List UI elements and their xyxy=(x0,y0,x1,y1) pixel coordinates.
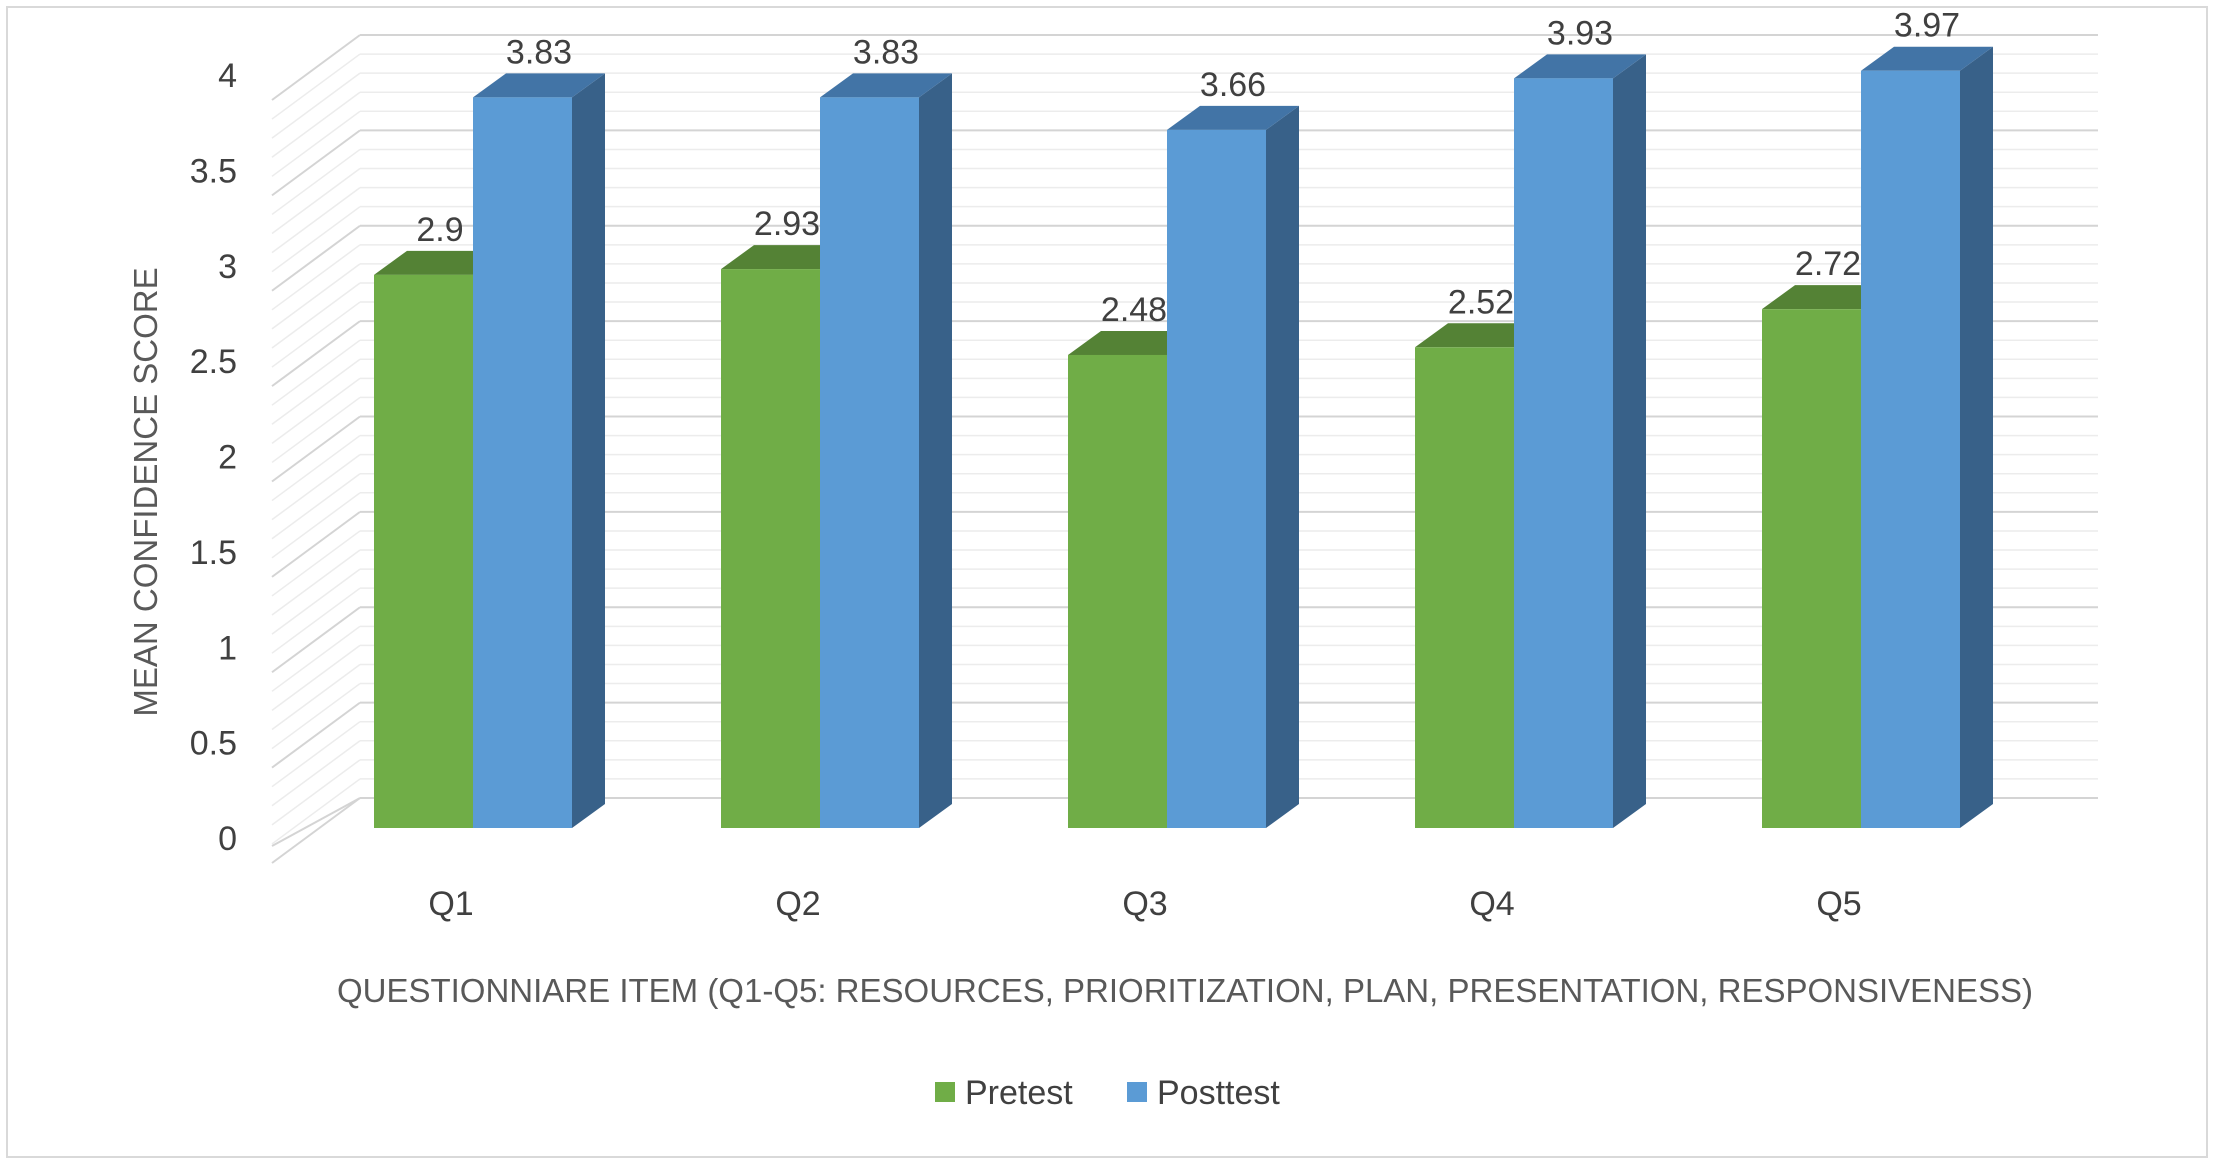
data-label: 2.52 xyxy=(1448,283,1514,321)
bar-top xyxy=(1514,54,1646,79)
bar-posttest xyxy=(1514,78,1613,829)
side-minor-gridline xyxy=(271,206,361,273)
side-minor-gridline xyxy=(271,301,361,368)
side-minor-gridline xyxy=(271,492,361,559)
side-gridline xyxy=(271,320,361,387)
side-minor-gridline xyxy=(271,53,361,120)
bar-posttest xyxy=(820,97,919,829)
bar-posttest xyxy=(1861,70,1960,828)
data-label: 3.97 xyxy=(1894,7,1960,45)
bar-top xyxy=(820,73,952,98)
x-tick-label: Q5 xyxy=(1816,885,1861,923)
side-minor-gridline xyxy=(271,721,361,788)
bar-pretest xyxy=(374,274,473,828)
side-minor-gridline xyxy=(271,244,361,311)
data-label: 2.93 xyxy=(754,205,820,243)
side-minor-gridline xyxy=(271,167,361,235)
side-gridline xyxy=(271,511,361,578)
legend-label: Pretest xyxy=(965,1074,1073,1112)
side-gridline xyxy=(271,797,361,864)
side-gridline xyxy=(271,224,361,292)
x-tick-label: Q2 xyxy=(775,885,820,923)
side-minor-gridline xyxy=(271,549,361,616)
side-minor-gridline xyxy=(271,587,361,654)
side-minor-gridline xyxy=(271,396,361,464)
x-tick-label: Q4 xyxy=(1469,885,1514,923)
bar-top xyxy=(1167,105,1299,130)
side-minor-gridline xyxy=(271,91,361,158)
data-labels: 2.9 3.83 2.93 3.83 2.48 3.66 2.52 3.93 2.72 3.97 xyxy=(416,7,1960,329)
axes: 0 0.5 1 1.5 2 2.5 3 3.5 4 Q1 Q2 Q3 Q4 Q5 xyxy=(190,57,1862,923)
bar-posttest xyxy=(473,97,572,829)
data-label: 2.48 xyxy=(1101,291,1167,329)
bars xyxy=(374,46,1993,829)
bar-pretest xyxy=(1415,347,1514,828)
side-minor-gridline xyxy=(271,740,361,807)
bar-pretest xyxy=(721,269,820,828)
y-tick-label: 0.5 xyxy=(190,725,237,763)
side-minor-gridline xyxy=(271,263,361,330)
side-minor-gridline xyxy=(271,473,361,540)
legend-label: Posttest xyxy=(1157,1074,1280,1112)
side-minor-gridline xyxy=(271,644,361,712)
legend: Pretest Posttest xyxy=(935,1074,1280,1112)
side-minor-gridline xyxy=(271,759,361,826)
y-axis-title: MEAN CONFIDENCE SCORE xyxy=(127,267,164,716)
y-tick-label: 4 xyxy=(218,57,237,95)
side-minor-gridline xyxy=(271,282,361,349)
y-tick-label: 0 xyxy=(218,820,237,858)
side-gridline xyxy=(271,606,361,674)
side-minor-gridline xyxy=(271,110,361,177)
side-minor-gridline xyxy=(271,434,361,502)
bar-side xyxy=(1613,54,1646,829)
bar-pretest xyxy=(1068,354,1167,828)
side-gridline xyxy=(271,34,361,101)
side-minor-gridline xyxy=(271,377,361,444)
side-gridline xyxy=(271,129,361,197)
y-tick-label: 3 xyxy=(218,248,237,286)
data-label: 3.93 xyxy=(1547,14,1613,52)
side-minor-gridline xyxy=(271,682,361,750)
x-axis-title: QUESTIONNIARE ITEM (Q1-Q5: RESOURCES, PR… xyxy=(337,972,2033,1009)
bar-posttest xyxy=(1167,129,1266,829)
side-minor-gridline xyxy=(271,625,361,692)
bar-side xyxy=(572,73,605,829)
bar-side xyxy=(1266,105,1299,829)
side-gridline xyxy=(271,415,361,483)
data-label: 2.9 xyxy=(416,211,463,249)
side-minor-gridline xyxy=(271,358,361,425)
side-gridline xyxy=(271,701,361,769)
y-tick-label: 2.5 xyxy=(190,343,237,381)
data-label: 3.83 xyxy=(853,33,919,71)
side-minor-gridline xyxy=(271,339,361,406)
floor-edge xyxy=(271,797,361,847)
bar-top xyxy=(1861,46,1993,71)
x-tick-label: Q3 xyxy=(1122,885,1167,923)
y-tick-label: 1 xyxy=(218,629,237,667)
legend-swatch-posttest xyxy=(1127,1082,1147,1102)
bar-top xyxy=(473,73,605,98)
side-minor-gridline xyxy=(271,530,361,597)
y-tick-label: 1.5 xyxy=(190,534,237,572)
side-minor-gridline xyxy=(271,663,361,731)
legend-swatch-pretest xyxy=(935,1082,955,1102)
side-minor-gridline xyxy=(271,186,361,254)
side-minor-gridline xyxy=(271,148,361,216)
bar-pretest xyxy=(1762,309,1861,828)
side-minor-gridline xyxy=(271,454,361,521)
data-label: 2.72 xyxy=(1795,245,1861,283)
bar-side xyxy=(1960,46,1993,829)
x-tick-label: Q1 xyxy=(428,885,473,923)
side-minor-gridline xyxy=(271,568,361,635)
data-label: 3.83 xyxy=(506,33,572,71)
side-minor-gridline xyxy=(271,72,361,139)
side-minor-gridline xyxy=(271,778,361,845)
y-tick-label: 3.5 xyxy=(190,152,237,190)
bar-side xyxy=(919,73,952,829)
data-label: 3.66 xyxy=(1200,66,1266,104)
y-tick-label: 2 xyxy=(218,439,237,477)
